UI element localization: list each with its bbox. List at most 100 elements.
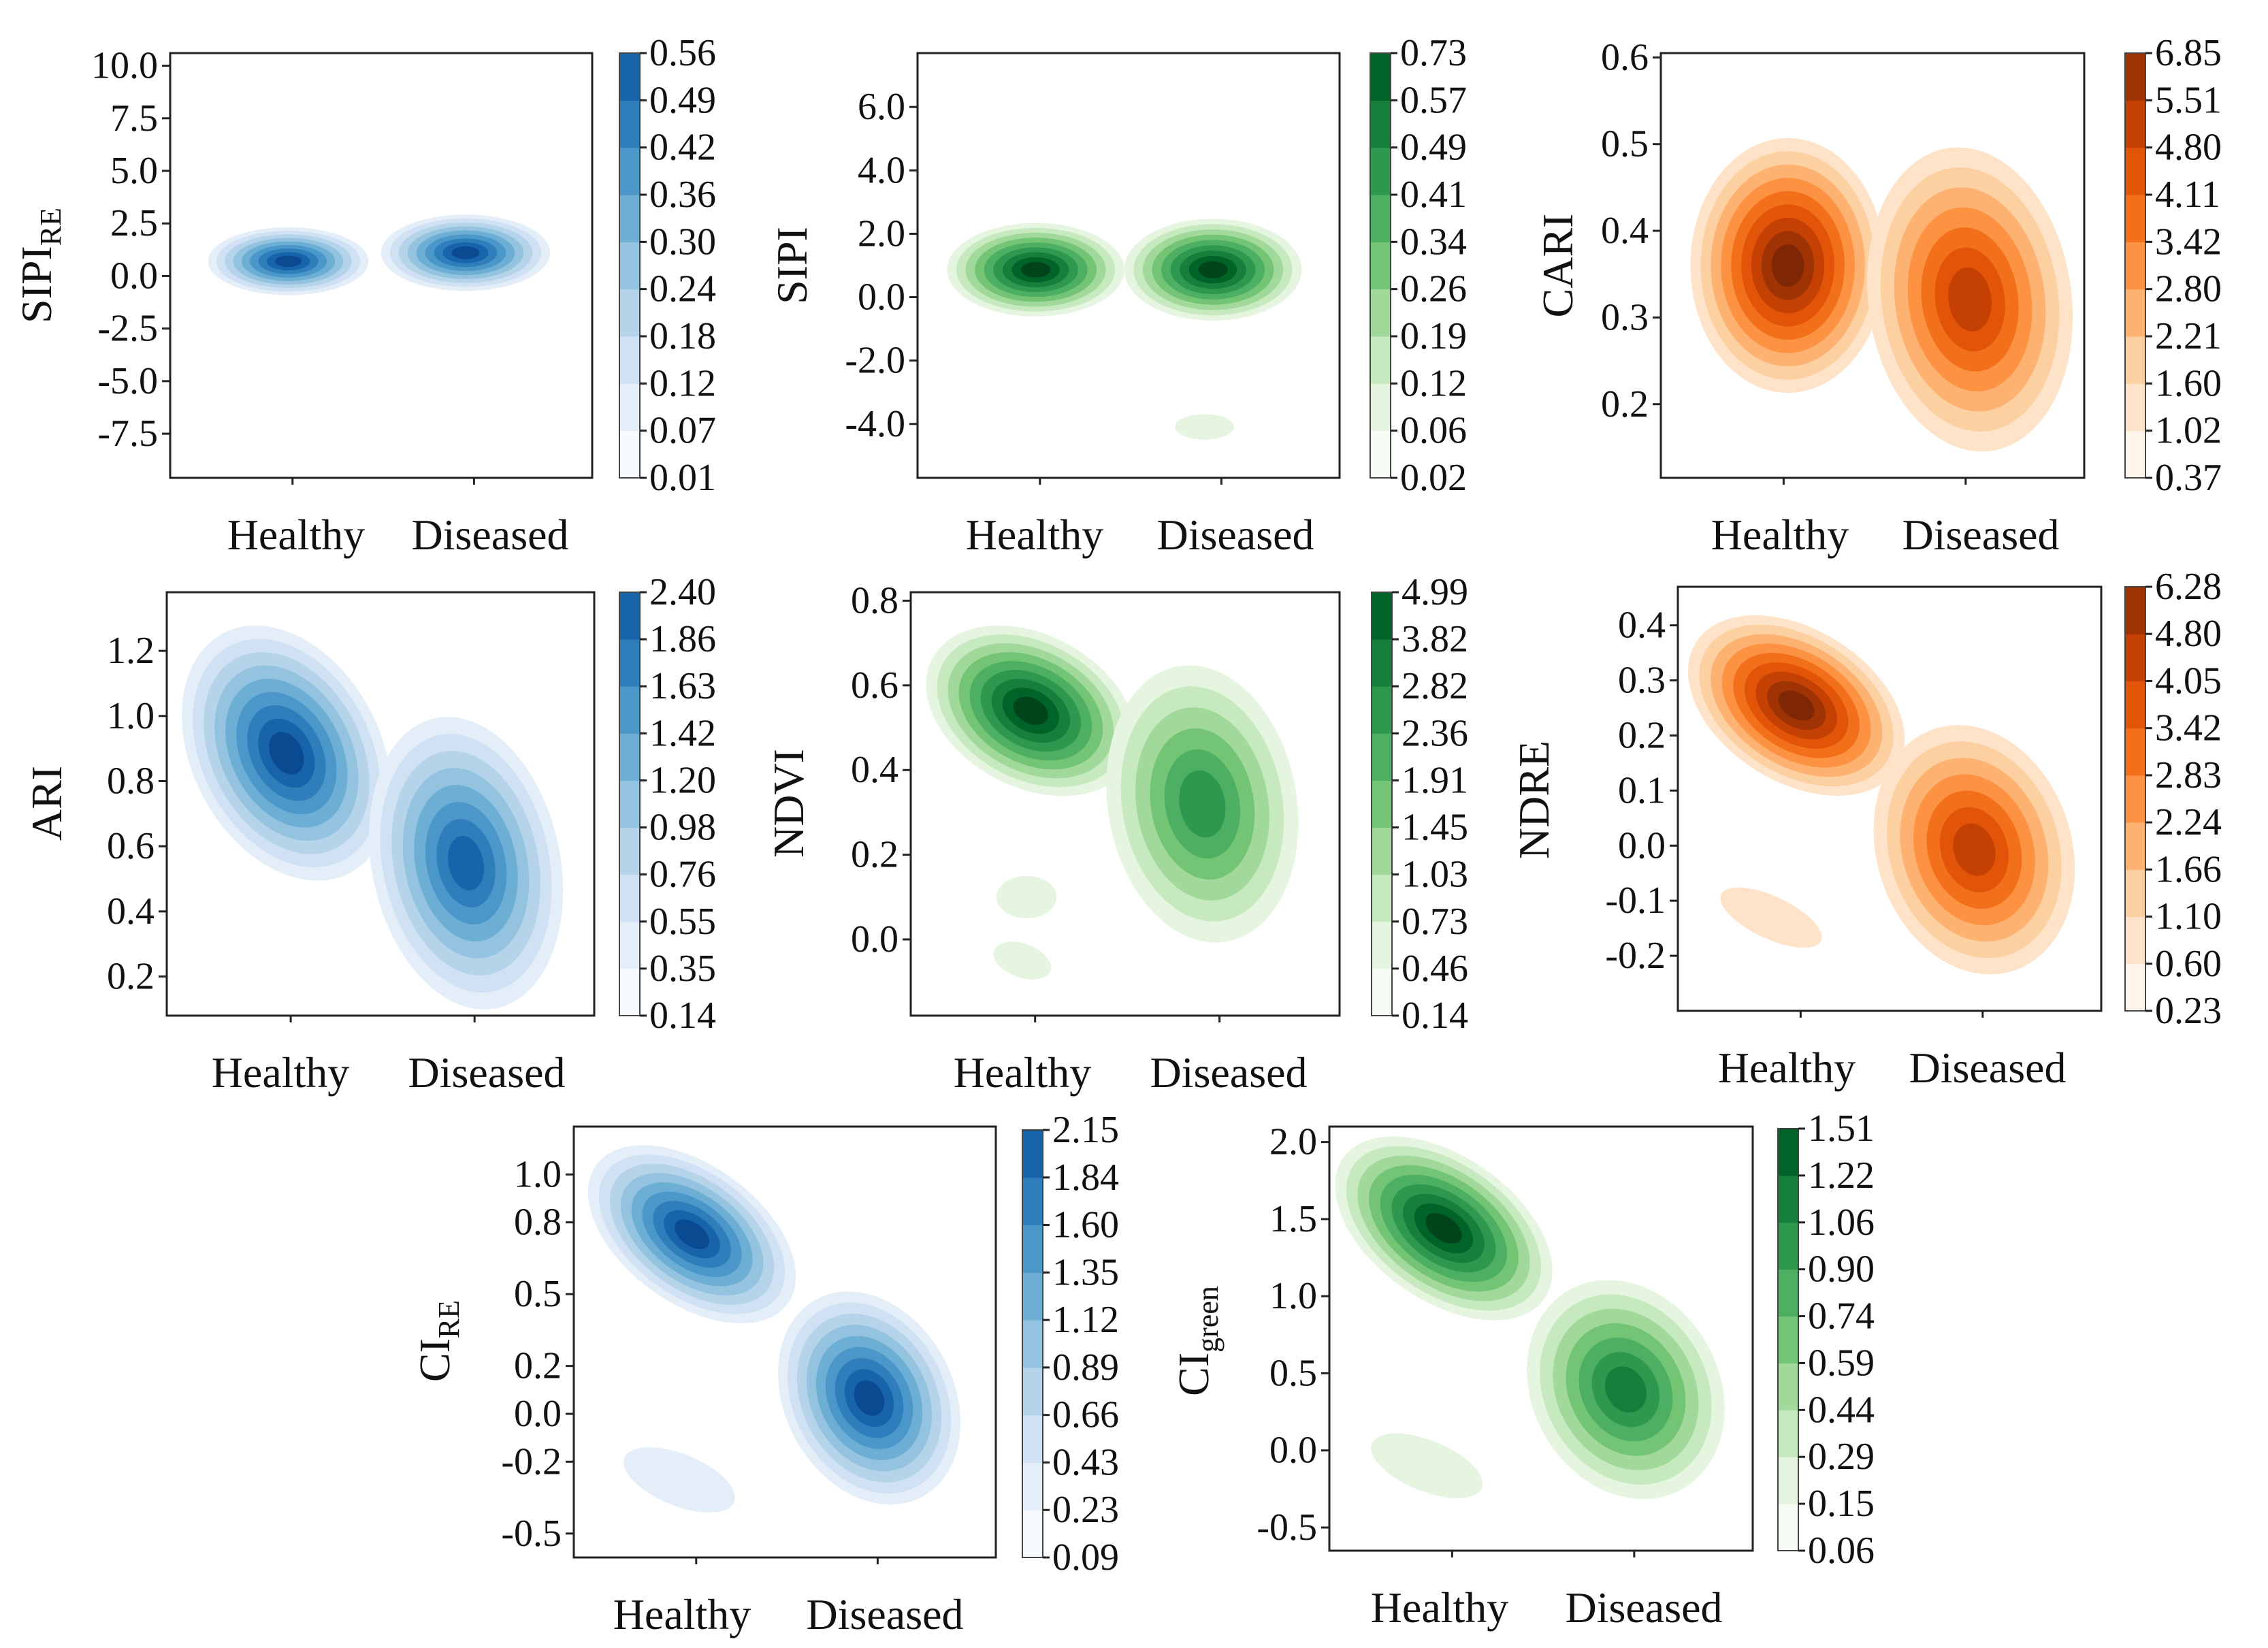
colorbar-label: 0.24 [649, 268, 716, 310]
contour-level [448, 836, 485, 891]
plot-frame [169, 52, 594, 479]
colorbar-label: 1.66 [2155, 848, 2222, 890]
colorbar-label: 1.84 [1052, 1157, 1119, 1199]
x-category-label: Healthy [1718, 1044, 1856, 1092]
colorbar-label: 1.91 [1402, 759, 1468, 801]
y-tick-label: 0.0 [858, 276, 905, 319]
plot-frame [165, 591, 596, 1017]
colorbar-label: 0.36 [649, 174, 716, 216]
colorbar-label: 4.99 [1402, 571, 1468, 613]
x-category-label: Healthy [227, 511, 366, 559]
colorbar: 6.85 5.51 4.80 4.11 3.42 2.80 2.21 1.60 1.02 0.37 [2124, 32, 2222, 499]
kde-panel-4: 1.2 1.0 0.8 0.6 0.4 0.2 Healthy Diseased ARI 2.40… [22, 571, 716, 1097]
colorbar-label: 0.12 [1400, 362, 1467, 404]
y-tick-label: 0.3 [1601, 296, 1649, 338]
colorbar-band [1372, 780, 1392, 828]
colorbar-band [2125, 336, 2145, 384]
kde-panel-2: 6.0 4.0 2.0 0.0 -2.0 -4.0 Healthy Diseased SIPI 0… [768, 32, 1467, 559]
colorbar-label: 1.10 [2155, 896, 2222, 938]
colorbar-band [2125, 289, 2145, 337]
colorbar-label: 0.41 [1400, 174, 1467, 216]
y-tick-label: 2.0 [1269, 1121, 1317, 1163]
plot-frame [909, 591, 1341, 1017]
colorbar-label: 0.49 [649, 79, 716, 121]
colorbar-label: 4.80 [2155, 613, 2222, 655]
y-tick-label: 0.8 [514, 1201, 562, 1244]
colorbar: 2.15 1.84 1.60 1.35 1.12 0.89 0.66 0.43 0.23 0.09 [1022, 1109, 1119, 1579]
x-category-label: Diseased [806, 1590, 963, 1638]
y-tick-label: 0.6 [1601, 36, 1649, 78]
colorbar-label: 1.03 [1402, 854, 1468, 896]
colorbar-band [619, 639, 640, 687]
density-contours [947, 219, 1302, 440]
colorbar-label: 0.43 [1052, 1441, 1119, 1483]
colorbar-band [619, 336, 640, 384]
y-tick-label: -0.5 [1257, 1506, 1317, 1549]
colorbar-band [2125, 587, 2145, 634]
contour-level [269, 732, 304, 775]
y-tick-label: 0.4 [1618, 604, 1666, 647]
colorbar-label: 4.11 [2155, 174, 2220, 216]
colorbar-band [2125, 869, 2145, 918]
y-tick-label: 0.2 [1601, 383, 1649, 425]
colorbar-label: 0.37 [2155, 457, 2222, 499]
colorbar-label: 0.76 [649, 854, 716, 896]
colorbar-band [1372, 592, 1392, 640]
density-contours [926, 625, 1299, 980]
colorbar-label: 2.24 [2155, 801, 2222, 843]
y-axis-label: CIgreen [1169, 1286, 1225, 1396]
contour-level [623, 1447, 735, 1513]
colorbar-label: 2.21 [2155, 315, 2222, 357]
colorbar-band [1370, 383, 1391, 432]
colorbar-label: 0.01 [649, 457, 716, 499]
y-tick-label: 0.6 [107, 825, 155, 867]
kde-panel-3: 0.6 0.5 0.4 0.3 0.2 Healthy Diseased CARI 6.85 5.… [1534, 32, 2222, 559]
y-tick-label: 0.4 [851, 749, 898, 791]
colorbar-band [1778, 1504, 1798, 1551]
colorbar-label: 2.15 [1052, 1109, 1119, 1151]
x-category-label: Diseased [1902, 511, 2059, 559]
colorbar-label: 1.22 [1808, 1154, 1875, 1197]
contour-level [1778, 690, 1815, 721]
colorbar-band [1372, 921, 1392, 969]
y-tick-label: 0.0 [1618, 824, 1666, 867]
x-category-label: Diseased [1156, 511, 1314, 559]
kde-panel-7: 1.0 0.8 0.5 0.2 0.0 -0.2 -0.5 Healthy Diseased CI… [410, 1109, 1119, 1638]
y-tick-label: 0.5 [1269, 1352, 1317, 1394]
y-tick-label: -0.5 [501, 1513, 562, 1555]
contour-level [997, 875, 1057, 918]
x-category-label: Healthy [1711, 511, 1849, 559]
colorbar-label: 1.63 [649, 665, 716, 707]
colorbar-band [619, 968, 640, 1016]
y-tick-label: 0.2 [851, 834, 898, 876]
colorbar-band [1370, 336, 1391, 384]
colorbar-label: 0.35 [649, 948, 716, 990]
colorbar-band [1778, 1363, 1798, 1410]
contour-level [1948, 267, 1992, 332]
contour-level [1020, 261, 1051, 278]
colorbar-band [2125, 195, 2145, 242]
colorbar-frame [619, 52, 641, 479]
colorbar-band [619, 780, 640, 828]
colorbar: 2.40 1.86 1.63 1.42 1.20 0.98 0.76 0.55 0.35 0.14 [619, 571, 716, 1037]
colorbar-band [619, 592, 640, 640]
contour-level [1175, 414, 1234, 440]
colorbar-band [1370, 147, 1391, 195]
y-tick-label: 0.5 [514, 1273, 562, 1315]
y-tick-label: 0.2 [107, 956, 155, 998]
colorbar-label: 6.28 [2155, 566, 2222, 608]
colorbar-label: 4.80 [2155, 127, 2222, 169]
colorbar-label: 1.51 [1808, 1108, 1875, 1150]
contour-level [854, 1380, 885, 1416]
y-tick-label: -4.0 [845, 403, 905, 445]
colorbar-band [1022, 1320, 1043, 1368]
colorbar-label: 0.55 [649, 901, 716, 943]
colorbar-band [1370, 430, 1391, 479]
colorbar-label: 6.85 [2155, 32, 2222, 74]
density-contours [1690, 138, 2073, 452]
y-tick-label: 0.4 [1601, 210, 1649, 252]
colorbar-band [1778, 1129, 1798, 1176]
y-tick-label: -5.0 [97, 360, 158, 402]
colorbar-band [619, 195, 640, 242]
colorbar-label: 0.12 [649, 362, 716, 404]
